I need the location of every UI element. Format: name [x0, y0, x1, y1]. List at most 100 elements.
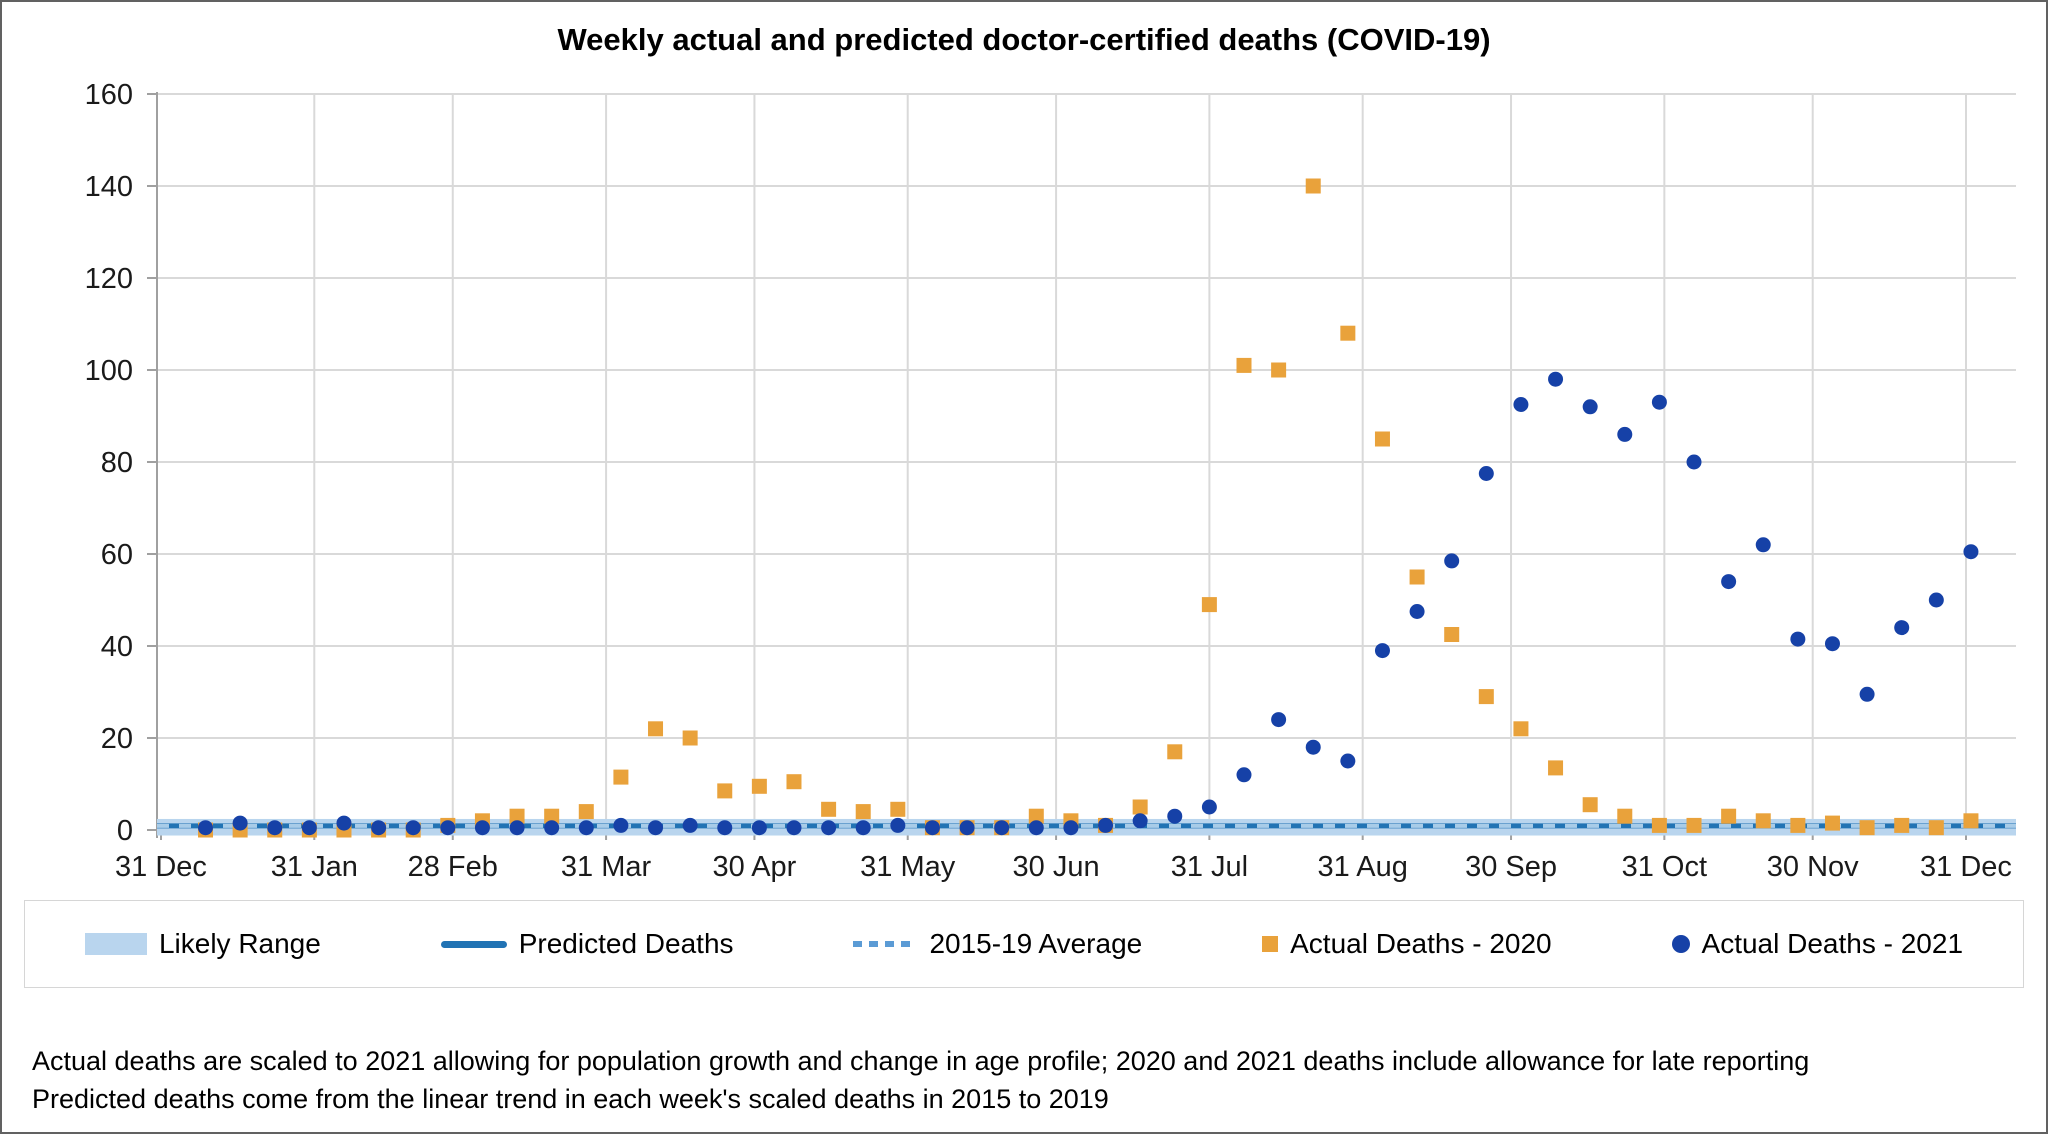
data-point-2021-30-Dec: [1963, 544, 1979, 560]
legend-label: Actual Deaths - 2020: [1290, 928, 1552, 959]
data-point-2020-14-Oct: [1582, 797, 1598, 813]
data-point-2021-25-Feb: [440, 820, 456, 836]
y-tick-label-160: 160: [85, 79, 133, 111]
data-point-2020-8-Apr: [648, 721, 664, 737]
data-point-2021-13-May: [821, 820, 837, 836]
data-point-2021-11-Feb: [371, 820, 387, 836]
data-point-2021-2-Dec: [1824, 636, 1840, 652]
data-point-2020-4-Nov: [1686, 817, 1702, 833]
data-point-2021-21-Oct: [1617, 426, 1633, 442]
data-point-2020-12-Aug: [1271, 362, 1287, 378]
data-point-2020-21-Oct: [1617, 808, 1633, 824]
legend-label: 2015-19 Average: [929, 928, 1143, 959]
data-point-2020-2-Dec: [1824, 815, 1840, 831]
data-point-2020-29-Apr: [751, 778, 767, 794]
data-point-2020-11-Mar: [509, 808, 525, 824]
legend-item-2015-19-average: 2015-19 Average: [853, 928, 1142, 960]
data-point-2021-15-Jul: [1132, 813, 1148, 829]
data-point-2021-24-Jun: [1028, 820, 1044, 836]
data-point-2021-29-Jul: [1201, 799, 1217, 815]
data-point-2021-14-Oct: [1582, 399, 1598, 415]
y-tick-label-80: 80: [101, 447, 133, 479]
actual-2021-circle-icon: [1671, 935, 1690, 953]
data-point-2021-30-Sep: [1513, 397, 1529, 412]
data-point-2020-29-Jul: [1201, 597, 1217, 613]
x-tick-label-31-Jul: 31 Jul: [1171, 851, 1248, 883]
data-point-2021-22-Apr: [717, 820, 733, 836]
data-point-2021-1-Jul: [1063, 820, 1079, 836]
data-point-2021-29-Apr: [751, 820, 767, 836]
y-tick-label-100: 100: [85, 355, 133, 387]
data-point-2020-25-Mar: [578, 804, 594, 820]
y-tick-label-60: 60: [101, 539, 133, 571]
x-tick-label-31-Dec: 31 Dec: [115, 851, 207, 883]
data-point-2020-23-Dec: [1928, 820, 1944, 836]
data-point-2021-28-Oct: [1651, 394, 1667, 410]
data-point-2020-16-Sep: [1444, 627, 1460, 642]
x-tick-label-31-Mar: 31 Mar: [561, 851, 652, 883]
y-tick-label-0: 0: [117, 815, 133, 847]
data-point-2021-19-Aug: [1305, 739, 1321, 755]
data-point-2021-15-Apr: [682, 817, 698, 833]
data-point-2021-18-Feb: [405, 820, 421, 836]
x-tick-label-30-Jun: 30 Jun: [1013, 851, 1100, 883]
data-point-2020-30-Sep: [1513, 721, 1529, 737]
data-point-2021-8-Jul: [1098, 817, 1114, 833]
data-point-2020-9-Dec: [1859, 820, 1875, 836]
data-point-2021-7-Jan: [198, 820, 214, 836]
x-tick-label-31-Dec: 31 Dec: [1920, 851, 2012, 883]
x-tick-label-31-Jan: 31 Jan: [271, 851, 358, 883]
data-point-2020-27-May: [890, 801, 906, 817]
data-point-2021-18-Nov: [1755, 537, 1771, 553]
data-point-2021-20-May: [855, 820, 871, 836]
data-point-2020-9-Sep: [1409, 569, 1425, 585]
data-point-2021-25-Nov: [1790, 631, 1806, 647]
actual-2020-square-icon: [1262, 936, 1279, 952]
data-point-2021-16-Dec: [1894, 620, 1910, 636]
data-point-2020-24-Jun: [1028, 808, 1044, 824]
data-point-2020-13-May: [821, 801, 837, 817]
data-point-2020-19-Aug: [1305, 178, 1321, 194]
x-tick-label-30-Sep: 30 Sep: [1465, 851, 1557, 883]
data-point-2021-23-Sep: [1478, 466, 1494, 481]
data-point-2021-21-Jan: [267, 820, 283, 836]
chart-title: Weekly actual and predicted doctor-certi…: [557, 22, 1491, 57]
y-tick-label-40: 40: [101, 631, 133, 663]
data-point-2021-5-Aug: [1236, 767, 1252, 783]
legend-item-predicted-deaths: Predicted Deaths: [440, 928, 734, 960]
footnote-line-2: Predicted deaths come from the linear tr…: [32, 1084, 1109, 1115]
data-point-2020-23-Sep: [1478, 689, 1494, 705]
x-tick-label-31-May: 31 May: [860, 851, 956, 883]
data-point-2020-7-Oct: [1548, 760, 1564, 776]
data-point-2021-12-Aug: [1271, 712, 1287, 728]
data-point-2021-16-Sep: [1444, 553, 1460, 569]
chart-legend: Likely Range Predicted Deaths 2015-19 Aver…: [24, 900, 2024, 988]
data-point-2020-16-Dec: [1894, 817, 1910, 833]
y-tick-label-120: 120: [85, 263, 133, 295]
data-point-2021-4-Mar: [474, 820, 490, 836]
data-point-2021-22-Jul: [1167, 808, 1183, 824]
legend-item-likely-range: Likely Range: [84, 928, 321, 960]
chart-plot-area: 0 20 40 60 80 100 120 140 160 31 Dec 31 Jan 28 Feb 3…: [85, 79, 2016, 883]
x-tick-label-30-Nov: 30 Nov: [1767, 851, 1859, 883]
x-tick-label-31-Oct: 31 Oct: [1622, 851, 1707, 883]
y-tick-label-140: 140: [85, 171, 133, 203]
data-point-2020-6-May: [786, 774, 802, 790]
data-point-2021-11-Mar: [509, 820, 525, 836]
legend-label: Actual Deaths - 2021: [1701, 928, 1964, 959]
data-point-2021-4-Nov: [1686, 454, 1702, 470]
legend-label: Likely Range: [158, 928, 321, 959]
data-point-2021-4-Feb: [336, 815, 352, 831]
data-point-2021-9-Sep: [1409, 604, 1425, 619]
predicted-deaths-line-icon: [440, 940, 507, 948]
data-point-2021-28-Jan: [301, 820, 317, 836]
average-dashed-line-icon: [853, 941, 918, 947]
data-point-2021-9-Dec: [1859, 686, 1875, 702]
y-tick-label-20: 20: [101, 723, 133, 755]
data-point-2020-30-Dec: [1963, 813, 1979, 829]
data-point-2020-22-Apr: [717, 783, 733, 799]
data-point-2021-14-Jan: [232, 815, 248, 831]
data-point-2021-18-Mar: [544, 820, 560, 836]
likely-range-swatch-icon: [84, 933, 147, 955]
data-point-2021-10-Jun: [959, 820, 975, 836]
